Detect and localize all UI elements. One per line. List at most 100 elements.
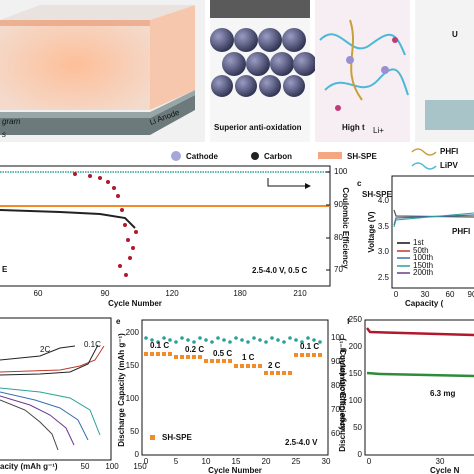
panel-c-fragment: PHFI <box>452 227 470 236</box>
legend-label: LiPV <box>440 161 458 170</box>
panel-a-illustration <box>0 0 205 142</box>
rate-label: 0.1C <box>84 340 101 349</box>
capacity-point <box>144 352 148 356</box>
efficiency-point <box>234 336 238 340</box>
panel-a-right <box>415 0 474 142</box>
capacity-point <box>198 355 202 359</box>
panel-a-text: U <box>452 30 458 39</box>
efficiency-point <box>228 340 232 344</box>
transfer-subscript: Li+ <box>373 126 384 135</box>
legend-label: Cathode <box>186 152 219 161</box>
capacity-point <box>222 359 226 363</box>
efficiency-point <box>186 338 190 342</box>
x-tick-label: 180 <box>233 289 247 298</box>
capacity-point <box>318 353 322 357</box>
capacity-point <box>264 371 268 375</box>
legend-icon-sh-spe <box>318 152 342 159</box>
y-tick-label: 0 <box>358 450 363 459</box>
x-tick-label: 60 <box>34 289 43 298</box>
x-tick-label: 0 <box>144 457 149 466</box>
rate-label: 0.1 C <box>300 342 319 351</box>
capacity-point <box>174 355 178 359</box>
efficiency-point <box>300 340 304 344</box>
panel-b-plot <box>0 165 331 287</box>
efficiency-point <box>282 340 286 344</box>
x-axis-title: acity (mAh g⁻¹) <box>0 462 58 471</box>
x-tick-label: 100 <box>105 462 119 471</box>
efficiency-point <box>216 336 220 340</box>
panel-a-polymer <box>315 0 410 142</box>
efficiency-point <box>168 338 172 342</box>
legend-label: 150th <box>413 261 433 270</box>
efficiency-point <box>294 338 298 342</box>
capacity-point <box>246 364 250 368</box>
capacity-point <box>180 355 184 359</box>
y2-tick-label: 70 <box>331 405 340 414</box>
x-tick-label: 20 <box>262 457 271 466</box>
capacity-point <box>210 359 214 363</box>
y2-axis-title: Coulombic Efficiency <box>338 349 347 431</box>
y-tick-label: 100 <box>126 394 140 403</box>
panel-letter: f <box>347 317 350 326</box>
efficiency-point <box>162 336 166 340</box>
y-axis-title: Discharge Capacity (mAh g⁻¹) <box>117 333 126 447</box>
capacity-point <box>312 353 316 357</box>
y-tick-label: 3.0 <box>378 247 390 256</box>
x-tick-label: 0 <box>394 290 399 299</box>
panel-c-plot <box>391 175 474 289</box>
legend-label: Carbon <box>264 152 292 161</box>
y-tick-label: 50 <box>130 427 139 436</box>
legend-label: 1st <box>413 238 424 247</box>
capacity-point <box>306 353 310 357</box>
efficiency-point <box>276 338 280 342</box>
sample-label: SH-SPE <box>362 190 392 199</box>
capacity-point <box>294 353 298 357</box>
y-tick-label: 50 <box>353 423 362 432</box>
panel-letter: e <box>116 317 121 326</box>
y-tick-label: 150 <box>126 361 140 370</box>
rate-label: 2 C <box>268 361 281 370</box>
legend-icon-carbon <box>251 152 259 160</box>
x-tick-label: 60 <box>446 290 455 299</box>
y2-tick-label: 100 <box>334 167 348 176</box>
x-tick-label: 90 <box>101 289 110 298</box>
x-tick-label: 30 <box>322 457 331 466</box>
rate-label: 0.2 C <box>185 345 204 354</box>
oxidation-label: Superior anti-oxidation <box>214 123 302 132</box>
y2-tick-label: 80 <box>331 381 340 390</box>
efficiency-point <box>174 340 178 344</box>
legend-label: 50th <box>413 246 429 255</box>
efficiency-point <box>246 340 250 344</box>
efficiency-point <box>252 336 256 340</box>
efficiency-point <box>222 338 226 342</box>
legend-icon-cathode <box>171 151 181 161</box>
x-tick-label: 150 <box>133 462 147 471</box>
y-axis-title: Voltage (V) <box>367 211 376 253</box>
capacity-point <box>270 371 274 375</box>
loading-label: 6.3 mg <box>430 389 455 398</box>
y-tick-label: 150 <box>349 369 363 378</box>
x-axis-title: Cycle Number <box>208 466 262 474</box>
efficiency-point <box>240 338 244 342</box>
capacity-point <box>204 359 208 363</box>
legend-icon <box>150 435 155 440</box>
capacity-point <box>276 371 280 375</box>
legend-icon-phfi <box>411 148 437 156</box>
rate-label: 0.5 C <box>213 349 232 358</box>
efficiency-point <box>192 340 196 344</box>
capacity-point <box>288 371 292 375</box>
y2-tick-label: 60 <box>331 429 340 438</box>
condition-label: 2.5-4.0 V, 0.5 C <box>252 266 308 275</box>
capacity-point <box>282 371 286 375</box>
capacity-point <box>240 364 244 368</box>
x-tick-label: 5 <box>174 457 179 466</box>
y-tick-label: 2.5 <box>378 273 390 282</box>
capacity-point <box>300 353 304 357</box>
capacity-point <box>252 364 256 368</box>
panel-f-plot <box>364 319 474 456</box>
efficiency-point <box>258 338 262 342</box>
capacity-point <box>258 364 262 368</box>
x-tick-label: 30 <box>436 457 445 466</box>
capacity-point <box>156 352 160 356</box>
